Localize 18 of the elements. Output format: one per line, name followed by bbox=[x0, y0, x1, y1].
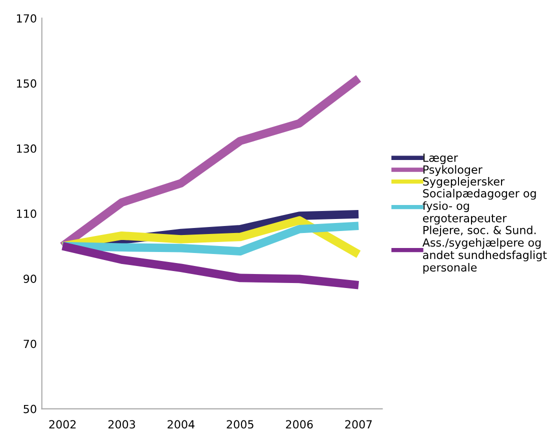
y-tick-label: 90 bbox=[24, 274, 36, 284]
y-tick-label: 150 bbox=[17, 79, 36, 88]
y-tick-label: 70 bbox=[24, 340, 36, 348]
y-tick-label: 110 bbox=[17, 210, 36, 218]
legend-label: Psykologer bbox=[423, 165, 482, 176]
x-tick-label: 2005 bbox=[226, 420, 254, 429]
x-tick-label: 2002 bbox=[49, 420, 76, 429]
x-tick-label: 2007 bbox=[345, 420, 372, 429]
legend-label: Plejere, soc. & Sund. Ass./sygehjælpere og andet sundhedsfagligt personale bbox=[422, 226, 547, 274]
legend-label: Sygeplejersker bbox=[423, 177, 505, 188]
x-tick-label: 2003 bbox=[108, 420, 136, 429]
y-tick-label: 170 bbox=[17, 14, 36, 23]
legend-label: Socialpædagoger og fysio- og ergoterapeuter bbox=[422, 188, 536, 225]
y-tick-label: 50 bbox=[24, 404, 36, 414]
y-tick-label: 130 bbox=[17, 144, 36, 153]
x-tick-label: 2006 bbox=[286, 420, 313, 429]
legend-label: Læger bbox=[423, 154, 458, 164]
x-tick-label: 2004 bbox=[168, 420, 194, 429]
